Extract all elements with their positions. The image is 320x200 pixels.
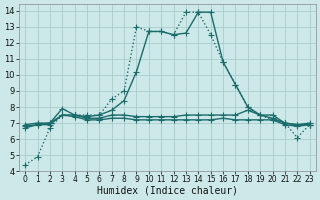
X-axis label: Humidex (Indice chaleur): Humidex (Indice chaleur) [97,186,238,196]
